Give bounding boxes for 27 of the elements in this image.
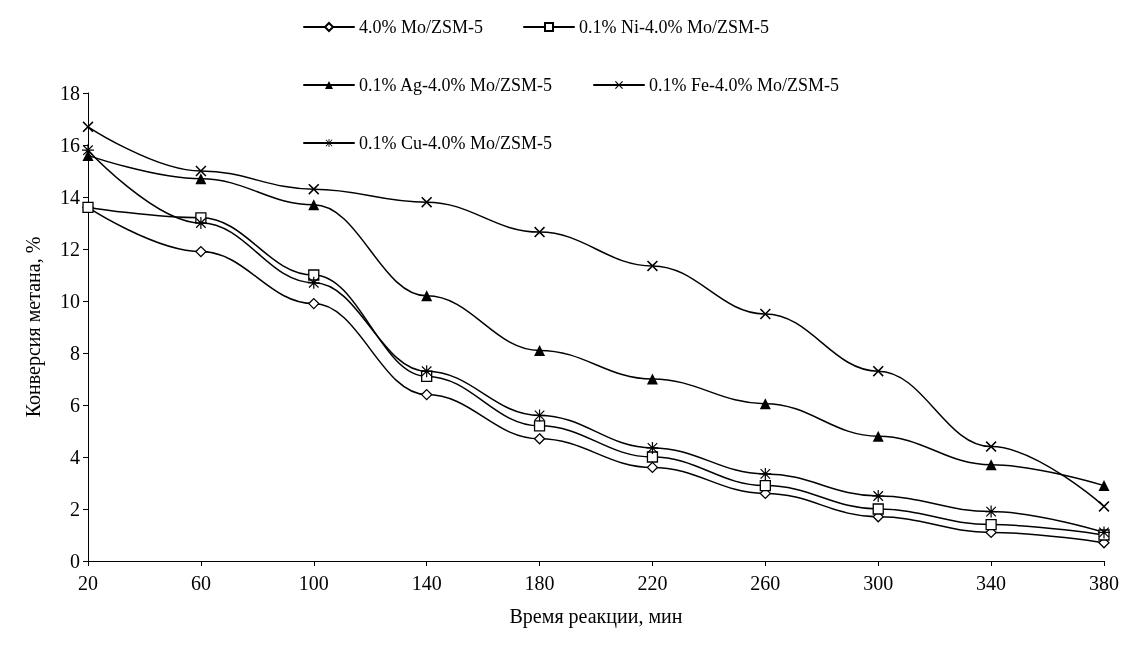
x-tick-label: 300 bbox=[863, 572, 894, 594]
x-tick-label: 340 bbox=[976, 572, 1007, 594]
legend-label: 4.0% Mo/ZSM-5 bbox=[359, 17, 484, 37]
x-tick-label: 140 bbox=[411, 572, 442, 594]
x-tick-label: 180 bbox=[524, 572, 555, 594]
legend-label: 0.1% Ni-4.0% Mo/ZSM-5 bbox=[579, 17, 769, 37]
legend-label: 0.1% Fe-4.0% Mo/ZSM-5 bbox=[648, 75, 839, 95]
y-tick-label: 4 bbox=[70, 446, 80, 468]
y-axis-title: Конверсия метана, % bbox=[22, 236, 45, 418]
x-tick-label: 260 bbox=[750, 572, 781, 594]
x-tick-label: 20 bbox=[78, 572, 98, 594]
y-tick-label: 8 bbox=[70, 342, 80, 364]
y-tick-label: 10 bbox=[60, 290, 80, 312]
y-tick-label: 18 bbox=[60, 82, 80, 104]
x-tick-label: 60 bbox=[190, 572, 211, 594]
x-axis-title: Время реакции, мин bbox=[509, 605, 683, 628]
y-tick-label: 14 bbox=[60, 186, 80, 208]
y-tick-label: 0 bbox=[70, 550, 80, 572]
y-tick-label: 6 bbox=[70, 394, 80, 416]
y-tick-label: 2 bbox=[70, 498, 80, 520]
legend-label: 0.1% Cu-4.0% Mo/ZSM-5 bbox=[359, 133, 552, 153]
x-tick-label: 380 bbox=[1089, 572, 1119, 594]
legend-label: 0.1% Ag-4.0% Mo/ZSM-5 bbox=[359, 75, 552, 95]
y-tick-label: 16 bbox=[60, 134, 80, 156]
y-tick-label: 12 bbox=[60, 238, 80, 260]
x-tick-label: 220 bbox=[637, 572, 668, 594]
x-tick-label: 100 bbox=[298, 572, 329, 594]
